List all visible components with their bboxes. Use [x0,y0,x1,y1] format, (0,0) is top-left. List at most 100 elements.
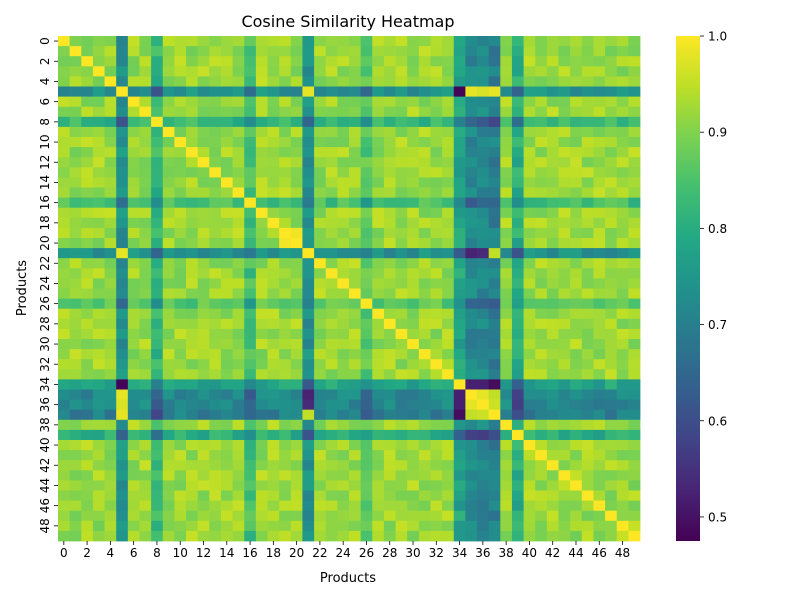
heatmap-cell [255,429,268,441]
heatmap-cell [267,490,280,501]
heatmap-cell [477,207,490,219]
heatmap-cell [430,147,443,158]
heatmap-cell [616,227,629,239]
heatmap-cell [244,36,257,47]
heatmap-cell [360,106,373,118]
heatmap-cell [337,36,350,47]
heatmap-cell [581,197,594,209]
heatmap-cell [523,187,536,198]
heatmap-cell [267,318,280,330]
heatmap-cell [360,379,373,390]
heatmap-cell [581,268,594,279]
heatmap-cell [244,258,257,269]
heatmap-cell [325,96,338,108]
heatmap-cell [209,308,222,320]
heatmap-cell [337,450,350,461]
heatmap-cell [151,238,164,249]
heatmap-cell [570,298,583,310]
heatmap-cell [395,258,408,269]
heatmap-cell [139,217,152,229]
heatmap-cell [139,530,152,542]
heatmap-cell [139,227,152,239]
heatmap-cell [500,359,513,370]
heatmap-cell [174,268,187,279]
heatmap-cell [360,258,373,269]
heatmap-cell [430,409,443,421]
heatmap-cell [558,227,571,239]
heatmap-cell [220,116,233,128]
heatmap-cell [488,328,501,340]
heatmap-cell [349,177,362,188]
heatmap-cell [325,490,338,501]
heatmap-cell [197,217,210,229]
heatmap-cell [151,36,164,47]
heatmap-cell [570,227,583,239]
heatmap-cell [360,116,373,128]
heatmap-cell [162,419,175,431]
heatmap-cell [116,248,129,259]
heatmap-cell [558,46,571,57]
heatmap-cell [92,147,105,158]
heatmap-cell [81,248,94,259]
heatmap-cell [407,278,420,289]
heatmap-cell [337,96,350,108]
heatmap-cell [628,96,641,108]
heatmap-cell [477,389,490,400]
heatmap-cell [360,137,373,148]
heatmap-cell [558,500,571,512]
heatmap-cell [511,126,524,138]
heatmap-cell [255,419,268,431]
heatmap-cell [337,308,350,320]
heatmap-cell [477,440,490,451]
heatmap-cell [220,288,233,299]
heatmap-cell [104,177,117,188]
heatmap-cell [349,328,362,340]
heatmap-cell [209,258,222,269]
heatmap-cell [290,359,303,370]
heatmap-cell [255,268,268,279]
heatmap-cell [174,76,187,87]
heatmap-cell [302,278,315,289]
heatmap-cell [197,450,210,461]
heatmap-cell [232,126,245,138]
heatmap-cell [81,379,94,390]
heatmap-cell [488,86,501,97]
heatmap-cell [162,389,175,400]
heatmap-cell [232,409,245,421]
heatmap-cell [186,177,199,188]
heatmap-cell [267,96,280,108]
x-tick-label: 22 [312,546,327,560]
heatmap-cell [279,349,292,360]
heatmap-cell [360,157,373,168]
heatmap-cell [92,46,105,57]
heatmap-cell [407,389,420,400]
heatmap-cell [325,36,338,47]
heatmap-cell [116,238,129,249]
colorbar-tick-label: 0.5 [708,510,727,524]
heatmap-cell [593,389,606,400]
heatmap-cell [488,36,501,47]
heatmap-cell [616,530,629,542]
heatmap-cell [407,349,420,360]
heatmap-cell [616,359,629,370]
heatmap-cell [523,349,536,360]
heatmap-cell [535,369,548,380]
heatmap-cell [395,207,408,219]
heatmap-cell [314,359,327,370]
heatmap-cell [628,126,641,138]
heatmap-cell [267,238,280,249]
heatmap-cell [302,339,315,350]
heatmap-cell [360,500,373,512]
heatmap-cell [430,96,443,108]
heatmap-cell [232,440,245,451]
heatmap-cell [151,460,164,471]
heatmap-cell [349,288,362,299]
heatmap-cell [500,167,513,178]
heatmap-cell [151,167,164,178]
heatmap-cell [162,157,175,168]
heatmap-cell [186,197,199,209]
heatmap-cell [186,308,199,320]
heatmap-cell [570,429,583,441]
heatmap-cell [372,187,385,198]
heatmap-cell [116,510,129,522]
